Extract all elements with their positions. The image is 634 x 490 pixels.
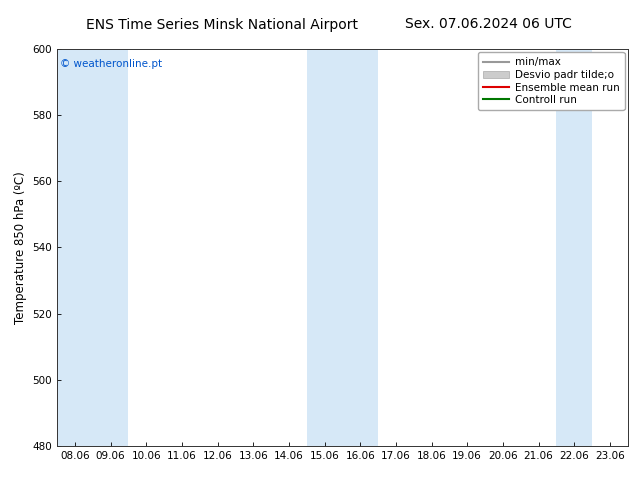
- Bar: [57, 49, 128, 446]
- Text: ENS Time Series Minsk National Airport: ENS Time Series Minsk National Airport: [86, 18, 358, 31]
- Text: Sex. 07.06.2024 06 UTC: Sex. 07.06.2024 06 UTC: [404, 18, 572, 31]
- Bar: [557, 49, 592, 446]
- Legend: min/max, Desvio padr tilde;o, Ensemble mean run, Controll run: min/max, Desvio padr tilde;o, Ensemble m…: [478, 52, 624, 110]
- Bar: [307, 49, 378, 446]
- Y-axis label: Temperature 850 hPa (ºC): Temperature 850 hPa (ºC): [14, 171, 27, 324]
- Text: © weatheronline.pt: © weatheronline.pt: [60, 59, 162, 69]
